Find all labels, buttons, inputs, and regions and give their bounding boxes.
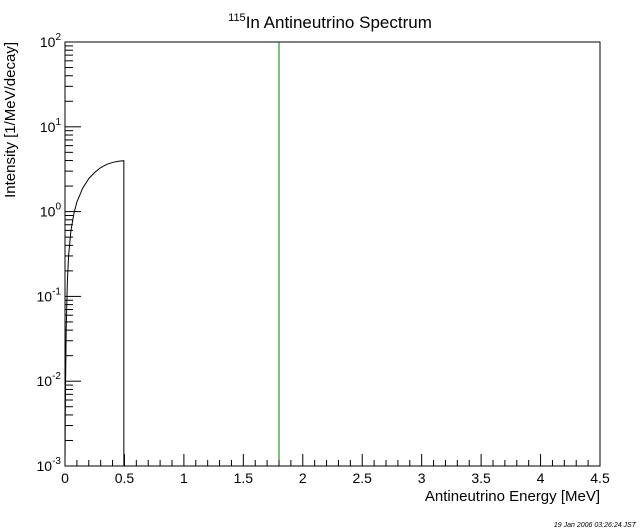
tick-labels-layer: 0 0.5 1 1.5 2 2.5 3 3.5 4 4.5 10-3 10-2 10-1 100 101 10… xyxy=(37,32,610,486)
y-tick-label: 102 xyxy=(40,32,62,50)
chart-title-main: In Antineutrino Spectrum xyxy=(246,13,432,32)
x-tick-label: 0 xyxy=(61,470,69,486)
x-tick-label: 3 xyxy=(418,470,426,486)
x-tick-label: 2 xyxy=(299,470,307,486)
series-layer xyxy=(64,42,280,467)
y-tick-label: 10-3 xyxy=(37,456,62,474)
x-tick-label: 1.5 xyxy=(234,470,254,486)
y-axis-label: Intensity [1/MeV/decay] xyxy=(2,42,19,198)
plot-border xyxy=(64,41,601,467)
ticks-layer xyxy=(64,41,601,467)
x-tick-label: 4 xyxy=(537,470,545,486)
x-tick-label: 2.5 xyxy=(352,470,372,486)
plot-frame xyxy=(64,41,601,467)
x-tick-label: 1 xyxy=(180,470,188,486)
y-tick-label: 100 xyxy=(40,202,62,220)
y-tick-label: 10-2 xyxy=(37,371,62,389)
timestamp: 19 Jan 2006 03:26:24 JST xyxy=(554,522,637,529)
x-tick-label: 4.5 xyxy=(590,470,610,486)
y-tick-label: 10-1 xyxy=(37,286,62,304)
x-axis-label: Antineutrino Energy [MeV] xyxy=(425,488,600,505)
x-tick-label: 3.5 xyxy=(471,470,491,486)
chart-title-superscript: 115 xyxy=(228,12,246,24)
series-line-0 xyxy=(64,160,125,467)
y-tick-label: 101 xyxy=(40,117,62,135)
chart-title: 115In Antineutrino Spectrum xyxy=(228,12,432,32)
x-tick-label: 0.5 xyxy=(115,470,135,486)
